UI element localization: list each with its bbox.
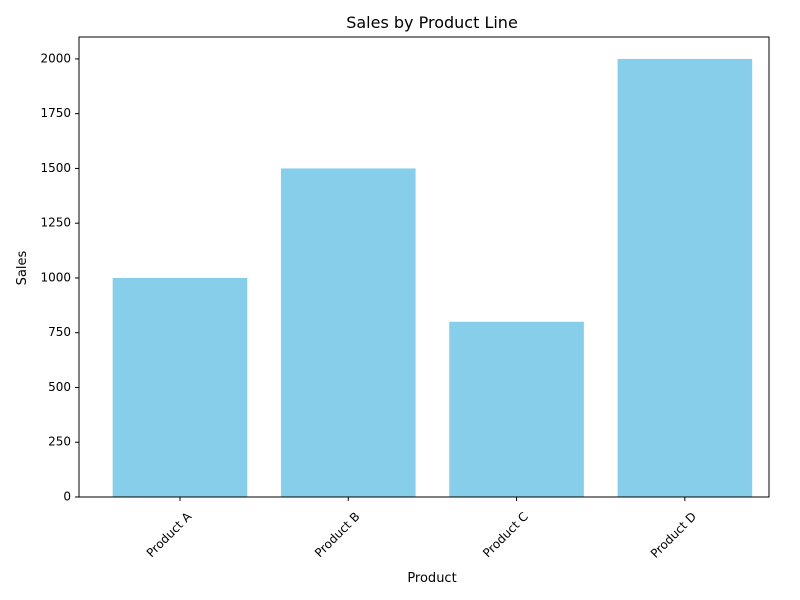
x-axis-label: Product [407, 571, 456, 586]
bar-product-b [280, 168, 416, 497]
y-tick-label: 250 [48, 435, 71, 449]
y-tick-label: 1750 [40, 106, 71, 120]
y-axis-ticks: 0 250 500 750 1000 1250 1500 1750 2000 [40, 51, 79, 504]
y-axis-label: Sales [15, 250, 30, 285]
y-tick-label: 2000 [40, 51, 71, 65]
y-tick-label: 0 [63, 490, 71, 504]
bar-product-d [617, 58, 753, 498]
bar-product-a [112, 277, 248, 497]
y-tick-label: 1000 [40, 270, 71, 284]
y-tick-label: 1500 [40, 161, 71, 175]
y-tick-label: 750 [48, 325, 71, 339]
y-tick-label: 1250 [40, 216, 71, 230]
x-tick-label: Product B [312, 509, 363, 560]
bars-layer [112, 58, 753, 498]
chart-title: Sales by Product Line [346, 13, 518, 32]
y-tick-label: 500 [48, 380, 71, 394]
plot-frame [78, 36, 770, 498]
bar-product-c [449, 321, 584, 497]
x-tick-label: Product C [480, 509, 531, 560]
x-tick-label: Product A [144, 509, 195, 560]
x-axis-ticks: Product A Product B Product C Product D [144, 497, 699, 561]
x-tick-label: Product D [648, 509, 699, 560]
